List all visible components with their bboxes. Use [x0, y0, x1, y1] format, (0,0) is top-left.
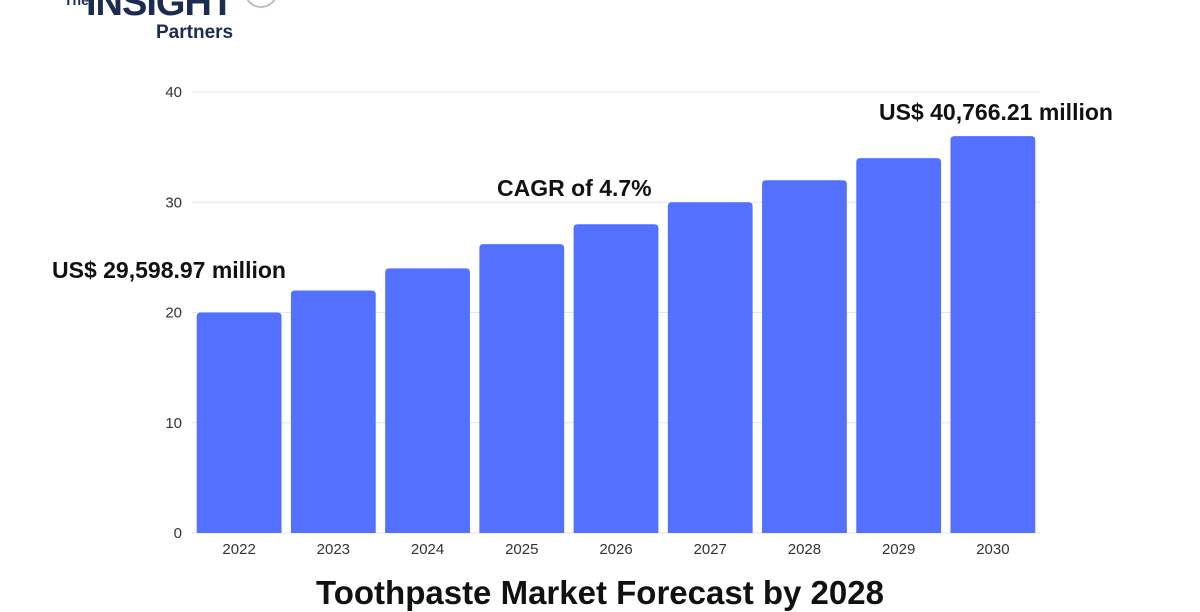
bars — [196, 136, 1036, 534]
chart-title: Toothpaste Market Forecast by 2028 — [316, 574, 884, 611]
logo-the-text: The — [64, 0, 89, 8]
y-axis-ticks: 0 10 20 30 40 — [165, 84, 182, 542]
x-tick-label: 2026 — [599, 541, 632, 558]
y-tick-label: 30 — [165, 194, 182, 211]
x-tick-label: 2023 — [317, 541, 350, 558]
y-tick-label: 0 — [174, 525, 182, 542]
x-tick-label: 2024 — [411, 541, 444, 558]
y-tick-label: 10 — [165, 415, 182, 432]
bar-2025 — [479, 244, 565, 533]
y-tick-label: 20 — [165, 305, 182, 322]
logo-partners-text: Partners — [156, 22, 234, 43]
bar-2030 — [950, 136, 1036, 533]
y-tick-label: 40 — [165, 84, 182, 101]
bar-2022 — [196, 312, 282, 533]
x-tick-label: 2028 — [788, 541, 821, 558]
bar-2027 — [667, 202, 753, 533]
x-tick-label: 2027 — [694, 541, 727, 558]
the-insight-partners-logo: The INSIGHT Partners — [60, 0, 290, 52]
end-value-annotation: US$ 40,766.21 million — [879, 99, 1113, 125]
x-tick-label: 2030 — [976, 541, 1009, 558]
x-tick-label: 2025 — [505, 541, 538, 558]
bar-2026 — [573, 224, 659, 534]
bar-2024 — [385, 268, 470, 533]
bar-2029 — [856, 158, 942, 533]
logo-insight-text: INSIGHT — [86, 0, 234, 24]
x-axis-ticks: 2022 2023 2024 2025 2026 2027 2028 2029 2030 — [222, 541, 1009, 558]
x-tick-label: 2022 — [222, 541, 255, 558]
bar-2028 — [762, 180, 847, 533]
bar-2023 — [290, 290, 376, 533]
cagr-annotation: CAGR of 4.7% — [497, 175, 652, 201]
x-tick-label: 2029 — [882, 541, 915, 558]
start-value-annotation: US$ 29,598.97 million — [52, 257, 286, 283]
